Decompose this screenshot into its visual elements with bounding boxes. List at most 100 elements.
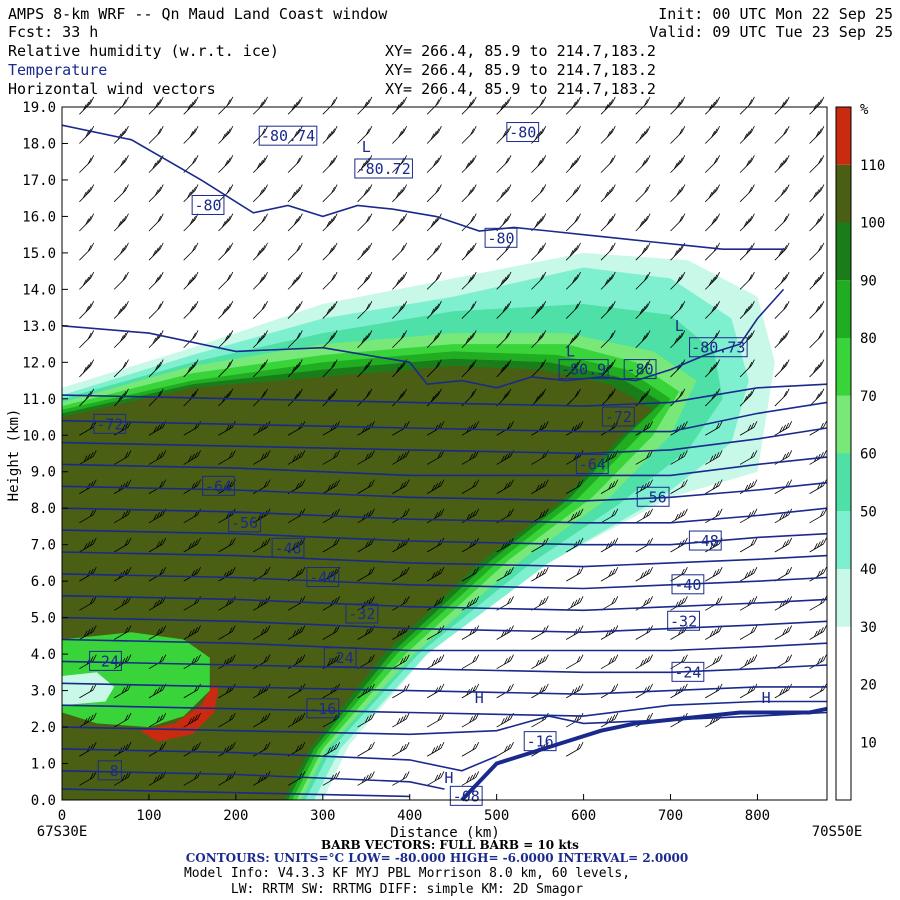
- wind-barb-flag: [676, 335, 681, 342]
- wind-barb-staff: [357, 514, 372, 524]
- wind-barb-flag: [537, 306, 542, 313]
- wind-barb-flag: [336, 450, 341, 457]
- wind-barb-flag: [644, 99, 648, 106]
- wind-barb: [635, 654, 653, 670]
- wind-barb-flag: [541, 627, 546, 634]
- wind-barb-flag: [815, 189, 820, 196]
- wind-barb-flag: [542, 213, 547, 220]
- wind-barb-flag: [361, 162, 365, 169]
- wind-barb: [357, 742, 375, 757]
- wind-barb: [148, 155, 164, 173]
- wind-barb-flag: [576, 510, 581, 517]
- wind-barb-flag: [125, 271, 129, 279]
- wind-barb-flag: [472, 685, 477, 692]
- wind-barb-flag: [746, 393, 750, 400]
- wind-barb-flag: [294, 393, 298, 400]
- wind-barb-flag: [440, 771, 445, 778]
- wind-barb: [322, 359, 338, 378]
- wind-barb-flag: [680, 568, 685, 576]
- wind-barb-staff: [739, 456, 755, 465]
- wind-barb: [218, 96, 234, 115]
- wind-barb-flag: [364, 453, 369, 461]
- wind-barb-staff: [774, 689, 789, 699]
- wind-barb-flag: [470, 186, 475, 194]
- contour-label: -8: [97, 760, 122, 781]
- wind-barb: [357, 330, 373, 349]
- wind-barb-flag: [366, 391, 370, 398]
- wind-barb-flag: [681, 271, 686, 279]
- wind-barb-flag: [92, 566, 97, 574]
- wind-barb-flag: [778, 250, 783, 257]
- wind-barb-staff: [705, 572, 720, 582]
- wind-barb-flag: [156, 687, 161, 694]
- wind-barb-flag: [644, 391, 648, 398]
- wind-barb-flag: [403, 213, 408, 220]
- wind-barb-flag: [606, 393, 611, 400]
- wind-barb-flag: [644, 303, 648, 310]
- x-tick-label: 100: [136, 808, 161, 824]
- wind-barb-flag: [711, 276, 715, 284]
- wind-barb-flag: [264, 155, 268, 162]
- wind-barb: [183, 184, 199, 203]
- wind-barb-flag: [159, 242, 164, 250]
- wind-barb: [809, 359, 825, 378]
- wind-barb-flag: [398, 189, 403, 196]
- wind-barb-flag: [371, 508, 375, 515]
- wind-barb-flag: [747, 512, 752, 519]
- temperature-contour: [61, 288, 785, 389]
- wind-barb: [565, 125, 581, 144]
- wind-barb-flag: [785, 242, 790, 250]
- wind-barb: [148, 537, 167, 553]
- wind-barb-flag: [779, 688, 783, 696]
- wind-barb-flag: [604, 279, 609, 286]
- wind-barb-flag: [363, 189, 368, 196]
- wind-barb: [218, 330, 234, 349]
- wind-barb-flag: [363, 247, 368, 255]
- wind-barb-flag: [644, 361, 648, 369]
- wind-barb-flag: [89, 714, 94, 721]
- wind-barb-flag: [572, 247, 576, 255]
- wind-barb-flag: [368, 125, 373, 133]
- temperature-contour: [61, 748, 498, 772]
- contour-label: -56: [636, 486, 670, 507]
- wind-barb-flag: [751, 155, 755, 162]
- wind-barb: [183, 301, 199, 319]
- wind-barb-flag: [609, 216, 614, 223]
- contour-label-box: [671, 574, 705, 595]
- wind-barb-flag: [226, 332, 231, 340]
- wind-barb-flag: [399, 745, 404, 752]
- wind-barb-staff: [496, 426, 511, 436]
- temperature-contour: [61, 401, 828, 433]
- wind-barb-flag: [677, 453, 682, 461]
- wind-barb-flag: [368, 510, 372, 517]
- wind-barb-flag: [611, 685, 616, 692]
- wind-barb: [565, 271, 581, 290]
- wind-barb-flag: [716, 359, 720, 366]
- wind-barb-flag: [331, 157, 335, 165]
- wind-barb-flag: [579, 625, 584, 632]
- wind-barb-flag: [438, 330, 442, 337]
- wind-barb-flag: [614, 596, 619, 603]
- wind-barb-flag: [162, 654, 167, 661]
- wind-barb-flag: [579, 508, 584, 515]
- wind-barb-flag: [644, 157, 648, 165]
- wind-barb-flag: [266, 537, 271, 545]
- wind-barb-flag: [225, 774, 230, 782]
- wind-barb: [113, 537, 132, 553]
- wind-barb-flag: [782, 453, 786, 461]
- colorbar-cell: [836, 511, 851, 569]
- wind-barb-flag: [298, 452, 303, 459]
- wind-barb-flag: [747, 482, 752, 490]
- wind-barb-flag: [649, 654, 653, 661]
- wind-barb-flag: [609, 99, 614, 106]
- wind-barb-flag: [156, 453, 161, 461]
- wind-barb-flag: [263, 627, 268, 634]
- wind-barb-flag: [641, 393, 646, 400]
- wind-barb-flag: [440, 683, 445, 691]
- wind-barb-staff: [531, 485, 546, 494]
- wind-barb-flag: [405, 450, 410, 457]
- wind-barb-flag: [330, 745, 334, 752]
- pressure-center-label: L: [675, 317, 684, 335]
- wind-barb-flag: [371, 712, 375, 720]
- wind-barb-flag: [188, 543, 192, 550]
